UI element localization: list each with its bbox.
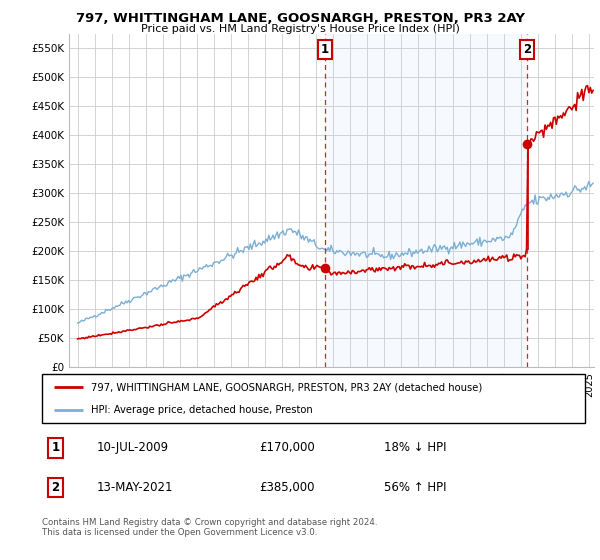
- Text: Price paid vs. HM Land Registry's House Price Index (HPI): Price paid vs. HM Land Registry's House …: [140, 24, 460, 34]
- Text: 18% ↓ HPI: 18% ↓ HPI: [384, 441, 446, 454]
- Bar: [325, 34, 527, 367]
- Text: 13-MAY-2021: 13-MAY-2021: [97, 481, 173, 494]
- Text: 2: 2: [52, 481, 59, 494]
- Text: 1: 1: [321, 43, 329, 56]
- Text: 797, WHITTINGHAM LANE, GOOSNARGH, PRESTON, PR3 2AY: 797, WHITTINGHAM LANE, GOOSNARGH, PRESTO…: [76, 12, 524, 25]
- Text: £170,000: £170,000: [259, 441, 315, 454]
- Text: HPI: Average price, detached house, Preston: HPI: Average price, detached house, Pres…: [91, 405, 313, 416]
- FancyBboxPatch shape: [42, 374, 585, 423]
- Text: 2: 2: [523, 43, 531, 56]
- Text: 10-JUL-2009: 10-JUL-2009: [97, 441, 169, 454]
- Text: 1: 1: [52, 441, 59, 454]
- Text: 56% ↑ HPI: 56% ↑ HPI: [384, 481, 446, 494]
- Text: Contains HM Land Registry data © Crown copyright and database right 2024.
This d: Contains HM Land Registry data © Crown c…: [42, 518, 377, 538]
- Text: £385,000: £385,000: [259, 481, 315, 494]
- Text: 797, WHITTINGHAM LANE, GOOSNARGH, PRESTON, PR3 2AY (detached house): 797, WHITTINGHAM LANE, GOOSNARGH, PRESTO…: [91, 382, 482, 393]
